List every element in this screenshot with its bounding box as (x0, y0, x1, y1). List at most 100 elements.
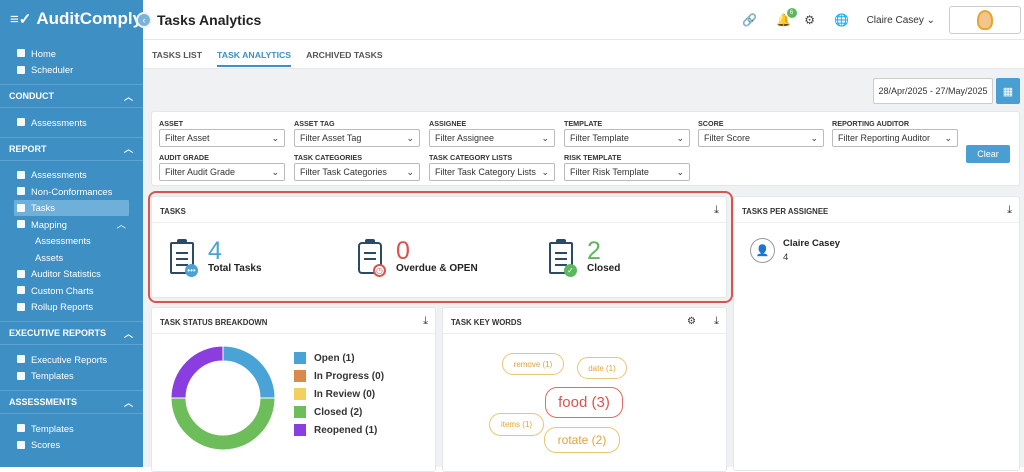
sidebar: ≡✓ AuditComply Home Scheduler CONDUCT︿ A… (0, 0, 143, 467)
legend-swatch (294, 406, 306, 418)
filter-select[interactable]: Filter Audit Grade ⌄ (159, 163, 285, 181)
assignee-row[interactable]: 👤 Claire Casey 4 (750, 238, 840, 263)
chevron-up-icon: ︿ (124, 327, 133, 340)
sidebar-item-custom-charts[interactable]: Custom Charts (0, 282, 143, 299)
chevron-down-icon: ⌄ (810, 133, 818, 144)
globe-icon[interactable]: 🌐 (835, 13, 849, 27)
gear-icon[interactable]: ⚙ (687, 316, 696, 327)
sidebar-item-scheduler[interactable]: Scheduler (0, 62, 143, 79)
sidebar-section-executive-reports[interactable]: EXECUTIVE REPORTS︿ (0, 321, 143, 345)
sidebar-item-templates[interactable]: Templates (0, 420, 143, 437)
filter-select[interactable]: Filter Reporting Auditor⌄ (832, 129, 958, 147)
date-picker-button[interactable]: ▦ (996, 78, 1020, 104)
filter-select[interactable]: Filter Asset Tag⌄ (294, 129, 420, 147)
logo-icon: ≡✓ (10, 10, 31, 28)
clock-icon (17, 118, 25, 126)
filter-label: ASSET (159, 119, 285, 129)
rollup-icon (17, 303, 25, 311)
gear-icon[interactable]: ⚙ (803, 13, 817, 27)
bell-icon[interactable]: 🔔6 (777, 13, 791, 27)
filter-select[interactable]: Filter Risk Template⌄ (564, 163, 690, 181)
sidebar-item-home[interactable]: Home (0, 45, 143, 62)
filter-select[interactable]: Filter Template⌄ (564, 129, 690, 147)
filter-placeholder: Filter Task Category Lists (435, 167, 536, 177)
tab-tasks-list[interactable]: TASKS LIST (152, 50, 202, 67)
download-icon[interactable]: ⤓ (423, 315, 428, 328)
legend-item[interactable]: In Review (0) (294, 385, 384, 403)
keyword-tag[interactable]: items (1) (489, 413, 544, 436)
chevron-up-icon: ︿ (124, 396, 133, 409)
sidebar-item-non-conformances[interactable]: Non-Conformances (0, 183, 143, 200)
download-icon[interactable]: ⤓ (714, 315, 719, 328)
chevron-down-icon: ⌄ (676, 167, 684, 178)
legend-item[interactable]: Reopened (1) (294, 421, 384, 439)
sidebar-item-rollup-reports[interactable]: Rollup Reports (0, 299, 143, 316)
status-panel-title: TASK STATUS BREAKDOWN (160, 318, 267, 327)
sidebar-item-mapping-assets[interactable]: Assets (0, 249, 143, 266)
filter-select[interactable]: Filter Assignee⌄ (429, 129, 555, 147)
filter-label: AUDIT GRADE (159, 153, 285, 163)
sidebar-item-auditor-statistics[interactable]: Auditor Statistics (0, 266, 143, 283)
tab-archived-tasks[interactable]: ARCHIVED TASKS (306, 50, 383, 67)
overdue-value: 0 (396, 239, 478, 263)
sidebar-section-report[interactable]: REPORT︿ (0, 137, 143, 161)
sidebar-section-conduct[interactable]: CONDUCT︿ (0, 84, 143, 108)
sidebar-section-assessments[interactable]: ASSESSMENTS︿ (0, 390, 143, 414)
sidebar-item-scores[interactable]: Scores (0, 437, 143, 454)
sidebar-item-exec-templates[interactable]: Templates (0, 368, 143, 385)
link-icon[interactable]: 🔗 (743, 13, 757, 27)
sidebar-item-tasks[interactable]: Tasks (14, 200, 129, 217)
keyword-tag[interactable]: remove (1) (502, 353, 564, 375)
legend-item[interactable]: Open (1) (294, 349, 384, 367)
chevron-down-icon: ⌄ (271, 133, 279, 144)
filter-select[interactable]: Filter Task Categories⌄ (294, 163, 420, 181)
chevron-down-icon: ⌄ (406, 133, 414, 144)
avatar[interactable] (949, 6, 1021, 34)
alert-icon (17, 187, 25, 195)
chevron-down-icon: ⌄ (676, 133, 684, 144)
total-tasks-value: 4 (208, 239, 262, 263)
donut-slice-closed[interactable] (171, 398, 275, 450)
filter-select[interactable]: Filter Score⌄ (698, 129, 824, 147)
filter-placeholder: Filter Assignee (435, 133, 494, 143)
donut-slice-reopened[interactable] (171, 346, 223, 398)
keyword-tag[interactable]: date (1) (577, 357, 627, 379)
user-menu[interactable]: Claire Casey ⌄ (867, 15, 935, 26)
chevron-down-icon: ⌄ (271, 167, 279, 178)
sidebar-item-mapping[interactable]: Mapping︿ (0, 216, 143, 233)
keyword-tag[interactable]: rotate (2) (544, 427, 620, 453)
filter-placeholder: Filter Task Categories (300, 167, 387, 177)
legend-item[interactable]: Closed (2) (294, 403, 384, 421)
status-donut-chart (170, 345, 276, 451)
assignee-panel-title: TASKS PER ASSIGNEE (742, 207, 828, 216)
sidebar-item-mapping-assessments[interactable]: Assessments (0, 233, 143, 250)
tab-task-analytics[interactable]: TASK ANALYTICS (217, 50, 291, 67)
assignee-count: 4 (783, 252, 840, 263)
legend-label: Reopened (1) (314, 425, 377, 436)
sidebar-collapse-button[interactable]: ‹ (136, 12, 152, 28)
clear-button[interactable]: Clear (966, 145, 1010, 163)
sidebar-item-report-assessments[interactable]: Assessments (0, 167, 143, 184)
chart-icon (17, 286, 25, 294)
chevron-left-icon: ‹ (143, 15, 146, 25)
keyword-tag[interactable]: food (3) (545, 387, 623, 418)
filter-placeholder: Filter Audit Grade (165, 167, 235, 177)
donut-slice-open[interactable] (223, 346, 275, 398)
user-name: Claire Casey (867, 15, 924, 26)
download-icon[interactable]: ⤓ (1007, 204, 1012, 217)
sidebar-item-conduct-assessments[interactable]: Assessments (0, 114, 143, 131)
filter-select[interactable]: Filter Asset⌄ (159, 129, 285, 147)
app-logo[interactable]: ≡✓ AuditComply (0, 0, 143, 38)
filter-label: TASK CATEGORY LISTS (429, 153, 555, 163)
legend-item[interactable]: In Progress (0) (294, 367, 384, 385)
filter-select[interactable]: Filter Task Category Lists⌄ (429, 163, 555, 181)
date-range-input[interactable]: 28/Apr/2025 - 27/May/2025 (873, 78, 993, 104)
stats-icon (17, 270, 25, 278)
sidebar-item-executive-reports[interactable]: Executive Reports (0, 351, 143, 368)
